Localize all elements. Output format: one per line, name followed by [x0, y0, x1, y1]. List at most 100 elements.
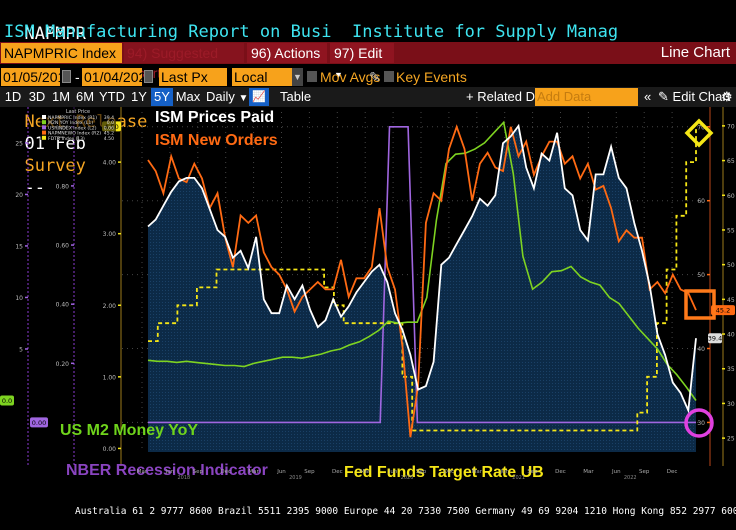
legend-item-name: USRINDEX Index (L2) [48, 125, 97, 131]
range-6m[interactable]: 6M [75, 89, 95, 104]
newo-last-tag: 45.2 [716, 307, 730, 315]
legend-item-value: 0.0 [107, 120, 114, 126]
x-tick-label: Jun [611, 469, 621, 475]
legend-item-name: FDTR Index (L3) [48, 136, 85, 142]
axis-tick-label-r2: 60 [697, 198, 705, 205]
calendar-icon[interactable] [62, 70, 71, 83]
usrindex-last-tag: 0.00 [32, 419, 46, 427]
axis-tick-label-r1: 45 [727, 297, 735, 304]
axis-tick-label-l1: 5 [19, 346, 23, 353]
x-tick-label: Mar [472, 469, 483, 475]
chart-area[interactable]: 5101520250.200.400.600.801.000.001.002.0… [0, 107, 736, 487]
date-toolbar: 01/05/2018 - 01/04/2023 Last Px Local CC… [0, 67, 736, 103]
security-header: NAPMPR 39.4 For Dec Next Release 01 Feb … [4, 1, 147, 198]
footer-contacts-1: Australia 61 2 9777 8600 Brazil 5511 239… [75, 506, 736, 517]
axis-tick-label-l1: 25 [15, 140, 23, 147]
x-tick-label: Sep [304, 469, 315, 475]
table-button[interactable]: Table [280, 89, 312, 104]
axis-tick-label-r1: 60 [727, 193, 735, 200]
suggested-charts-button[interactable]: 94) Suggested Charts [124, 43, 244, 81]
key-events-label[interactable]: Key Events [396, 69, 467, 85]
x-tick-label: Sep [527, 469, 538, 475]
mov-avgs-checkbox[interactable] [307, 71, 317, 82]
range-toolbar: 1D 3D 1M 6M YTD 1Y 5Y Max Daily ▼ 📈 Tabl… [0, 87, 736, 107]
pencil-icon[interactable]: ✎ [369, 69, 381, 85]
x-axis: Mar Jun Sep Dec Mar Jun Sep Dec Mar Jun Sep Dec Mar J… [137, 469, 678, 481]
prices-last-tag-bg [708, 333, 722, 344]
annotation-fed-funds: Fed Funds Target Rate UB [344, 464, 544, 481]
axis-tick-label-r2: 50 [697, 272, 705, 279]
currency-select[interactable]: Local CCY [232, 68, 292, 103]
series-prices-paid-line [147, 123, 697, 414]
key-events-checkbox[interactable] [384, 71, 394, 82]
axis-tick-label-r2: 70 [697, 124, 705, 131]
axis-tick-label-r1: 35 [727, 366, 735, 373]
axis-tick-label-l1: 10 [15, 295, 23, 302]
legend-title: Last Price [66, 109, 90, 115]
related-data-button[interactable]: + Related Dat [466, 89, 546, 104]
range-3d[interactable]: 3D [28, 89, 46, 104]
prices-paid-area [148, 125, 696, 453]
x-tick-label: Dec [444, 469, 455, 475]
axis-tick-label-r1: 55 [727, 227, 735, 234]
legend-item-value: 45.2 [104, 131, 114, 137]
security-input[interactable]: NAPMPRIC Index [1, 43, 122, 63]
x-tick-label: Jun [276, 469, 286, 475]
frequency-label: Daily [206, 89, 235, 104]
mov-avgs-label[interactable]: Mov Avgs [320, 69, 381, 85]
gear-icon[interactable]: ⚙ [721, 89, 733, 104]
axis-tick-label-l2: 0.20 [56, 361, 70, 368]
collapse-icon[interactable]: « [644, 89, 652, 104]
chevron-down-icon[interactable]: ▼ [292, 68, 303, 86]
end-date-input[interactable]: 01/04/2023 [82, 68, 155, 86]
series-layer [147, 120, 697, 453]
legend-swatch [42, 130, 46, 135]
newo-last-tag-bg [711, 305, 735, 316]
edit-chart-label: Edit Chart [672, 89, 731, 104]
actions-menu[interactable]: 96) Actions ▼ [247, 43, 327, 80]
range-1m[interactable]: 1M [51, 89, 71, 104]
x-year-label: 2018 [177, 475, 190, 481]
legend-swatch [42, 125, 46, 130]
axis-tick-label-r2: 30 [697, 420, 705, 427]
axis-tick-label-r1: 65 [727, 158, 735, 165]
frequency-select[interactable]: Daily ▼ [206, 88, 248, 106]
annotations-layer: ISM Prices Paid ISM New Orders US M2 Money… [60, 109, 716, 481]
series-nber-line [148, 125, 696, 424]
legend-swatch [42, 120, 46, 125]
axis-tick-label-l3: 1.00 [103, 374, 117, 381]
security-description: ISM Manufacturing Report on Busi Institu… [4, 22, 619, 42]
chart-type-label: Line Chart [660, 44, 730, 61]
legend-item-name: NAPMNEWO Index (R2) [48, 131, 101, 137]
x-tick-label: Mar [137, 469, 148, 475]
axis-tick-label-r1: 70 [727, 123, 735, 130]
edit-menu[interactable]: 97) Edit ▼ [330, 43, 394, 80]
legend-item-value: 4.50 [104, 136, 114, 142]
range-1y[interactable]: 1Y [131, 89, 147, 104]
calendar-icon[interactable] [144, 70, 153, 83]
x-tick-label: Jun [388, 469, 398, 475]
edit-chart-button[interactable]: ✎ Edit Chart [658, 88, 730, 106]
price-field-select[interactable]: Last Px [159, 68, 227, 86]
legend-item-value: 39.4 [104, 115, 114, 121]
axes-layer: 5101520250.200.400.600.801.000.001.002.0… [0, 107, 735, 466]
line-chart-icon[interactable]: 📈 [249, 88, 269, 106]
x-year-label: 2021 [512, 475, 525, 481]
x-tick-label: Mar [248, 469, 259, 475]
survey-label: Survey [24, 156, 86, 176]
axis-tick-label-r1: 50 [727, 262, 735, 269]
annotation-prices-paid: ISM Prices Paid [155, 109, 274, 126]
actions-label: 96) Actions [251, 45, 321, 61]
x-tick-label: Jun [165, 469, 175, 475]
axis-tick-label-r1: 25 [727, 436, 735, 443]
range-max[interactable]: Max [175, 89, 201, 104]
range-1d[interactable]: 1D [4, 89, 22, 104]
chevron-down-icon: ▼ [334, 70, 343, 80]
start-date-input[interactable]: 01/05/2018 [1, 68, 74, 86]
add-data-input[interactable]: Add Data [535, 88, 638, 106]
range-5y[interactable]: 5Y [151, 88, 173, 106]
range-ytd[interactable]: YTD [99, 89, 125, 104]
survey-value: -- [24, 178, 45, 198]
legend-item-value: 0.00 [104, 125, 114, 131]
axis-tick-label-l1: 20 [15, 192, 23, 199]
